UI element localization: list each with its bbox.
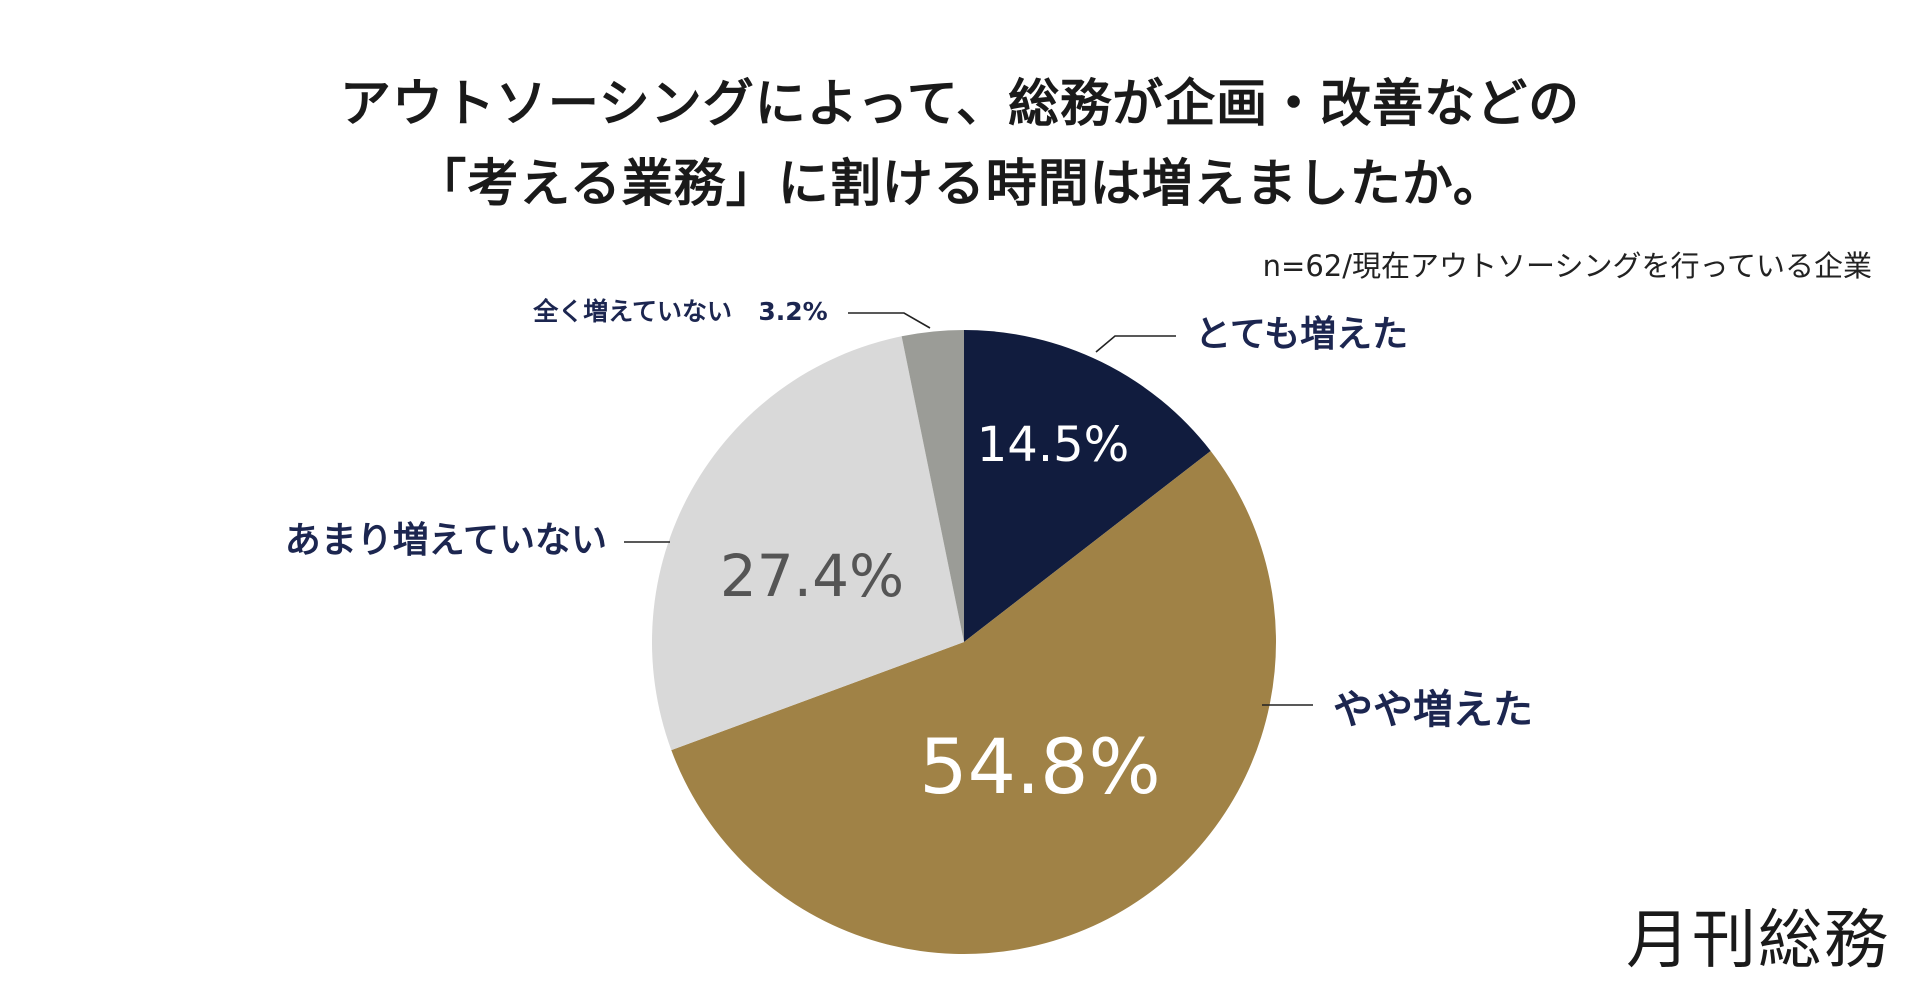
pie-slice-4 [901, 330, 964, 642]
value-label-2: 54.8% [919, 722, 1160, 811]
value-label-1: 14.5% [977, 417, 1129, 473]
category-label-1: とても増えた [1195, 314, 1408, 355]
leader-line-1 [1095, 335, 1176, 353]
category-label-4: 全く増えていない [532, 297, 732, 326]
pie-slice-1 [964, 330, 1211, 642]
value-label-4: 3.2% [758, 297, 827, 326]
chart-title-line2: 「考える業務」に割ける時間は増えましたか。 [415, 155, 1505, 214]
category-label-3: あまり増えていない [285, 520, 607, 561]
category-label-2: やや増えた [1333, 687, 1533, 733]
sample-note: n=62/現在アウトソーシングを行っている企業 [1262, 249, 1872, 283]
leader-line-4 [848, 312, 931, 329]
pie-slice-2 [671, 451, 1277, 955]
value-label-3: 27.4% [720, 542, 904, 610]
chart-title-line1: アウトソーシングによって、総務が企画・改善などの [339, 75, 1581, 134]
pie-slice-3 [651, 336, 964, 751]
brand-logo: 月刊総務 [1626, 904, 1890, 978]
